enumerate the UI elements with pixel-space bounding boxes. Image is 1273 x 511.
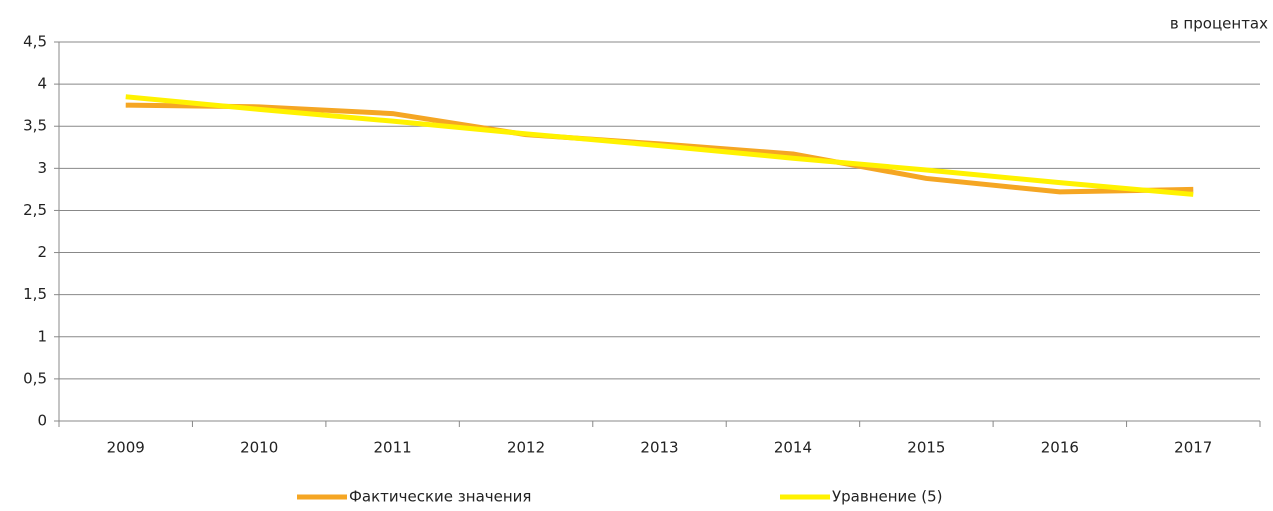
x-tick-label: 2013 [640,439,678,457]
y-tick-label: 0,5 [23,369,47,387]
x-tick-label: 2010 [240,439,278,457]
y-tick-label: 4 [37,75,47,93]
series-line [125,94,1194,197]
y-tick-label: 3,5 [23,117,47,135]
y-tick-label: 0 [37,412,47,430]
y-tick-label: 1 [37,327,47,345]
y-tick-label: 2,5 [23,201,47,219]
unit-label: в процентах [1170,15,1268,33]
x-tick-label: 2009 [107,439,145,457]
x-tick-label: 2012 [507,439,545,457]
x-tick-label: 2011 [374,439,412,457]
legend-label: Фактические значения [349,488,531,506]
y-tick-label: 1,5 [23,285,47,303]
y-tick-label: 2 [37,243,47,261]
x-tick-label: 2016 [1041,439,1079,457]
legend-label: Уравнение (5) [832,488,943,506]
x-tick-label: 2017 [1174,439,1212,457]
x-tick-label: 2015 [907,439,945,457]
x-tick-label: 2014 [774,439,812,457]
y-tick-label: 4,5 [23,33,47,51]
y-tick-label: 3 [37,159,47,177]
